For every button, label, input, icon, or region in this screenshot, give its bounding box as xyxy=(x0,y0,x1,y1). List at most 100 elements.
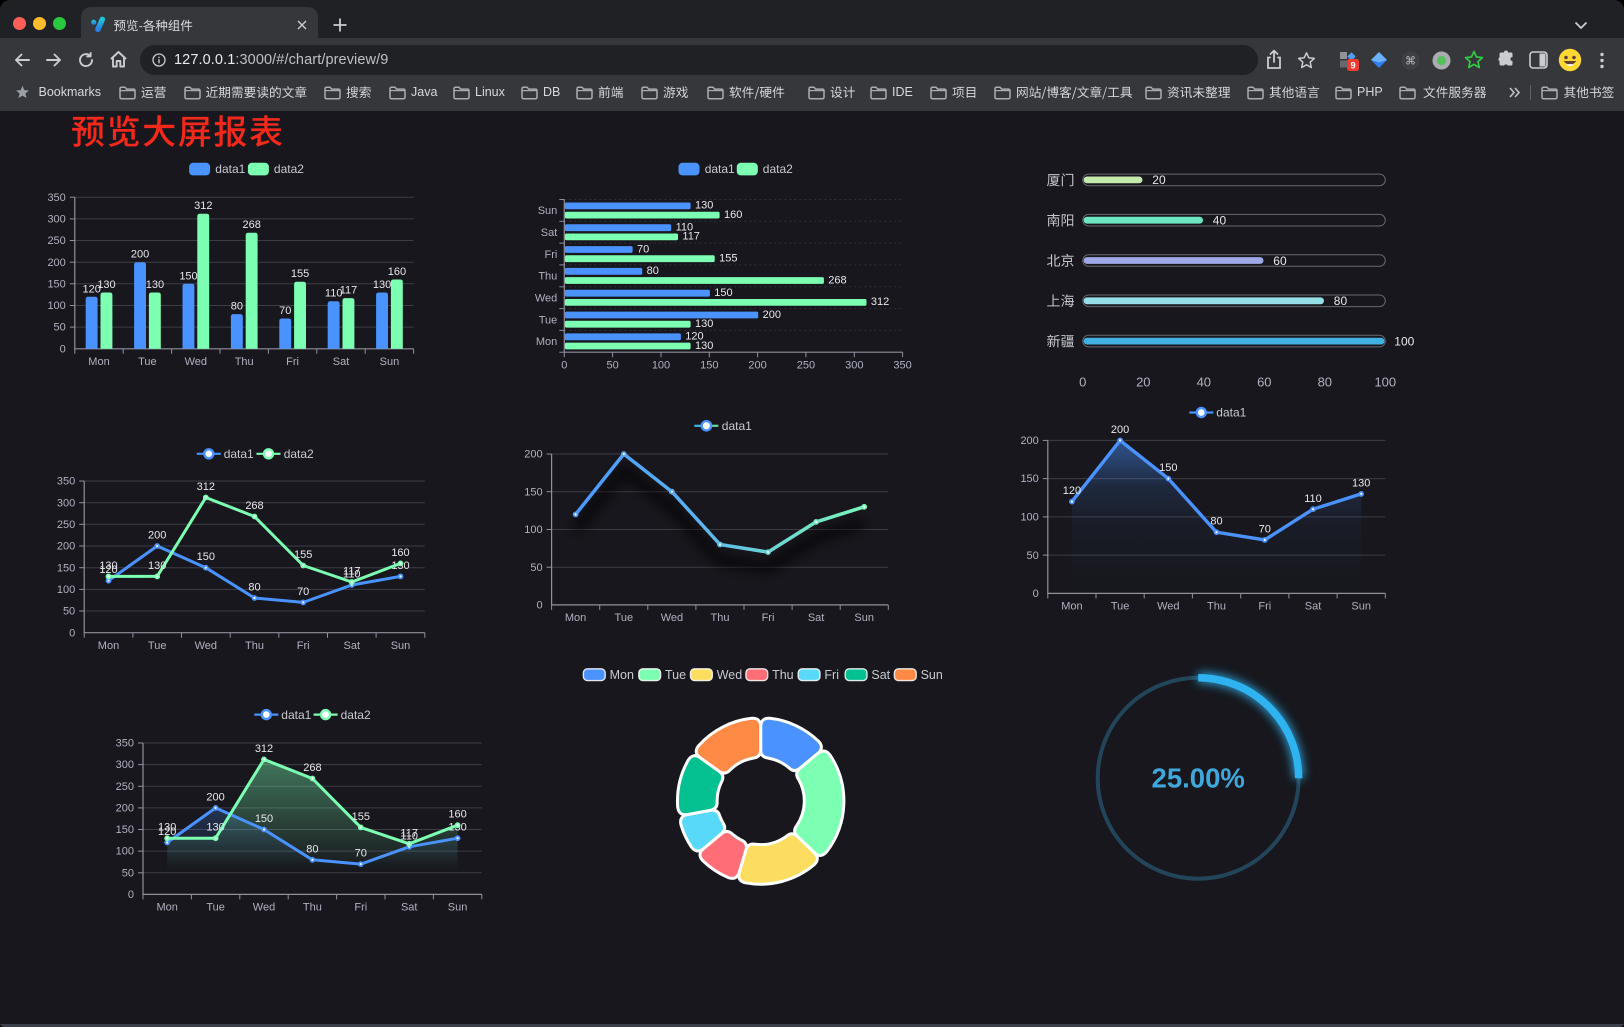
svg-text:80: 80 xyxy=(1318,375,1332,390)
svg-text:70: 70 xyxy=(297,586,309,598)
svg-text:100: 100 xyxy=(524,524,542,536)
svg-text:155: 155 xyxy=(294,549,312,561)
svg-text:Wed: Wed xyxy=(1157,601,1179,613)
svg-text:120: 120 xyxy=(99,564,117,576)
svg-text:Tue: Tue xyxy=(148,640,167,652)
svg-text:data1: data1 xyxy=(224,447,254,461)
svg-text:Tue: Tue xyxy=(206,902,225,914)
svg-text:350: 350 xyxy=(116,738,134,750)
svg-text:117: 117 xyxy=(340,285,358,297)
svg-text:9: 9 xyxy=(1350,60,1355,71)
svg-text:25.00%: 25.00% xyxy=(1152,763,1245,794)
svg-text:120: 120 xyxy=(685,331,703,343)
svg-text:312: 312 xyxy=(871,296,889,308)
svg-text:100: 100 xyxy=(1374,375,1396,390)
svg-text:110: 110 xyxy=(343,569,361,581)
svg-text:Wed: Wed xyxy=(661,612,683,624)
svg-text:40: 40 xyxy=(1197,375,1211,390)
svg-text:Wed: Wed xyxy=(535,293,557,305)
svg-text:350: 350 xyxy=(893,359,911,371)
svg-text:130: 130 xyxy=(148,560,166,572)
svg-text:Thu: Thu xyxy=(1207,601,1226,613)
svg-text:150: 150 xyxy=(1159,462,1177,474)
svg-text:130: 130 xyxy=(373,279,391,291)
svg-text:50: 50 xyxy=(54,322,66,334)
svg-text:Tue: Tue xyxy=(539,314,558,326)
svg-text:200: 200 xyxy=(47,257,65,269)
svg-text:Sat: Sat xyxy=(871,668,890,682)
svg-text:300: 300 xyxy=(845,359,863,371)
svg-text:120: 120 xyxy=(1063,485,1081,497)
svg-text:Thu: Thu xyxy=(772,668,794,682)
svg-text:Sun: Sun xyxy=(854,612,874,624)
svg-text:50: 50 xyxy=(1027,550,1039,562)
svg-text:data1: data1 xyxy=(281,708,311,722)
svg-text:150: 150 xyxy=(255,813,273,825)
svg-text:200: 200 xyxy=(148,530,166,542)
svg-text:0: 0 xyxy=(1079,375,1086,390)
svg-text:150: 150 xyxy=(57,562,75,574)
svg-text:130: 130 xyxy=(146,279,164,291)
svg-text:0: 0 xyxy=(60,343,66,355)
svg-text:Mon: Mon xyxy=(156,902,177,914)
svg-text:70: 70 xyxy=(1259,523,1271,535)
svg-text:150: 150 xyxy=(116,824,134,836)
svg-text:312: 312 xyxy=(197,481,215,493)
svg-text:60: 60 xyxy=(1273,254,1287,268)
svg-text:Fri: Fri xyxy=(297,640,310,652)
svg-text:130: 130 xyxy=(695,340,713,352)
svg-text:Tue: Tue xyxy=(1111,601,1130,613)
svg-text:100: 100 xyxy=(1394,334,1414,348)
svg-text:130: 130 xyxy=(97,279,115,291)
svg-text:Mon: Mon xyxy=(536,336,557,348)
svg-text:Sun: Sun xyxy=(448,902,468,914)
svg-text:268: 268 xyxy=(828,274,846,286)
svg-text:150: 150 xyxy=(197,551,215,563)
svg-text:Tue: Tue xyxy=(615,612,634,624)
svg-text:250: 250 xyxy=(57,519,75,531)
svg-text:Wed: Wed xyxy=(253,902,275,914)
svg-text:117: 117 xyxy=(343,566,361,578)
svg-text:120: 120 xyxy=(158,826,176,838)
svg-text:250: 250 xyxy=(116,781,134,793)
svg-text:data1: data1 xyxy=(705,162,735,176)
svg-text:268: 268 xyxy=(303,762,321,774)
svg-text:Mon: Mon xyxy=(88,356,109,368)
svg-text:80: 80 xyxy=(231,301,243,313)
svg-text:data2: data2 xyxy=(284,447,314,461)
svg-text:110: 110 xyxy=(1304,493,1322,505)
svg-text:Sat: Sat xyxy=(808,612,825,624)
svg-text:Fri: Fri xyxy=(1258,601,1271,613)
svg-text:200: 200 xyxy=(57,541,75,553)
svg-text:155: 155 xyxy=(719,253,737,265)
svg-text:70: 70 xyxy=(355,848,367,860)
svg-text:110: 110 xyxy=(400,830,418,842)
svg-text:100: 100 xyxy=(47,300,65,312)
svg-text:100: 100 xyxy=(57,584,75,596)
svg-text:data2: data2 xyxy=(274,162,304,176)
svg-text:Sat: Sat xyxy=(541,227,558,239)
svg-text:350: 350 xyxy=(57,476,75,488)
svg-text:0: 0 xyxy=(536,600,542,612)
svg-text:300: 300 xyxy=(47,214,65,226)
svg-text:80: 80 xyxy=(306,843,318,855)
svg-text:150: 150 xyxy=(179,270,197,282)
svg-text:Thu: Thu xyxy=(303,902,322,914)
svg-text:160: 160 xyxy=(388,266,406,278)
svg-text:data2: data2 xyxy=(341,708,371,722)
svg-text:110: 110 xyxy=(325,288,343,300)
svg-text:100: 100 xyxy=(1020,512,1038,524)
svg-text:150: 150 xyxy=(714,287,732,299)
svg-text:117: 117 xyxy=(682,231,700,243)
svg-text:Sat: Sat xyxy=(1305,601,1322,613)
svg-text:Fri: Fri xyxy=(762,612,775,624)
svg-text:160: 160 xyxy=(448,809,466,821)
svg-text:Sat: Sat xyxy=(401,902,418,914)
svg-text:130: 130 xyxy=(206,822,224,834)
svg-text:0: 0 xyxy=(561,359,567,371)
svg-text:200: 200 xyxy=(1111,424,1129,436)
svg-text:70: 70 xyxy=(279,305,291,317)
svg-text:80: 80 xyxy=(1334,294,1348,308)
svg-text:160: 160 xyxy=(391,547,409,559)
svg-text:117: 117 xyxy=(400,827,418,839)
